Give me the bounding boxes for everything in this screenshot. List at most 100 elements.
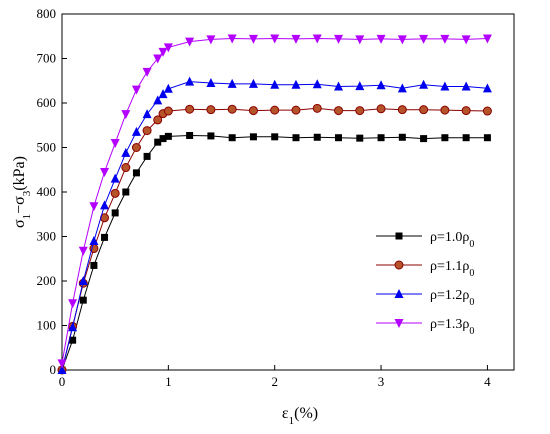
y-tick-label-5: 500 [37,140,57,155]
data-point-3-0 [57,359,67,369]
data-point-0-12 [186,131,194,139]
data-point-2-16 [270,79,280,89]
data-point-0-16 [271,133,279,141]
y-tick-label-6: 600 [37,95,57,110]
data-point-3-21 [376,34,386,44]
data-point-3-22 [397,35,407,45]
data-point-0-19 [335,134,343,142]
data-point-2-11 [163,83,173,93]
data-point-2-22 [397,83,407,93]
axis-ticks: 0 1 2 3 4 0 100 200 300 400 500 600 700 800 [37,6,492,389]
legend-item-1: ρ=1.1ρ0 [376,259,474,279]
data-point-3-11 [163,43,173,53]
y-tick-label-0: 0 [50,362,57,377]
data-point-2-6 [121,147,131,157]
data-point-2-9 [153,95,163,105]
data-point-0-1 [69,336,77,344]
data-point-0-23 [420,135,428,143]
data-point-0-26 [483,134,491,142]
data-point-3-8 [142,67,152,77]
data-point-3-5 [110,139,120,149]
data-point-2-8 [142,109,152,119]
data-point-2-18 [312,79,322,89]
data-point-0-13 [207,132,215,140]
data-point-0-20 [356,134,364,142]
data-point-1-20 [355,106,365,116]
data-point-0-25 [462,134,470,142]
data-point-1-14 [227,104,237,114]
data-point-2-21 [376,80,386,90]
x-tick-label-0: 0 [59,374,66,389]
data-point-2-13 [206,77,216,87]
legend-item-0: ρ=1.0ρ0 [376,230,474,250]
data-point-1-5 [110,188,120,198]
data-point-1-16 [270,105,280,115]
data-point-0-7 [132,169,140,177]
data-point-1-9 [153,115,163,125]
series-3 [57,34,492,369]
data-point-3-24 [440,34,450,44]
data-point-0-3 [90,261,98,269]
data-point-3-15 [248,34,258,44]
legend-marker-3 [394,319,404,328]
data-point-2-20 [355,81,365,91]
y-axis-label: σ1−σ3(kPa) [11,156,33,228]
legend-label-1: ρ=1.1ρ0 [430,259,474,279]
data-point-3-1 [68,299,78,309]
data-point-2-14 [227,78,237,88]
data-point-1-26 [482,106,492,116]
data-point-1-24 [440,105,450,115]
y-tick-label-3: 300 [37,229,57,244]
x-tick-label-4: 4 [484,374,491,389]
legend-label-0: ρ=1.0ρ0 [430,230,474,250]
data-point-0-2 [79,296,87,304]
data-point-0-18 [313,133,321,141]
data-point-1-21 [376,104,386,114]
data-point-3-13 [206,35,216,45]
data-point-1-19 [334,106,344,116]
x-tick-label-3: 3 [378,374,385,389]
data-point-2-26 [482,83,492,93]
data-point-2-25 [461,81,471,91]
data-point-2-5 [110,173,120,183]
y-tick-label-2: 200 [37,273,57,288]
data-point-0-5 [111,209,119,217]
series-2 [57,76,492,374]
legend-marker-1 [394,260,404,270]
data-point-3-9 [153,54,163,64]
data-point-3-18 [312,34,322,44]
legend-marker-0 [395,232,403,240]
x-axis-label: ε1(%) [282,405,318,427]
data-point-1-17 [291,105,301,115]
data-point-1-25 [461,106,471,116]
data-point-3-19 [334,34,344,44]
y-tick-label-1: 100 [37,318,57,333]
data-point-2-10 [158,89,168,99]
data-point-2-12 [185,76,195,86]
data-point-0-14 [228,134,236,142]
data-point-0-15 [249,133,257,141]
data-point-1-15 [248,106,258,116]
data-point-1-23 [419,105,429,115]
data-point-3-4 [100,167,110,177]
data-point-2-4 [100,200,110,210]
y-tick-label-7: 700 [37,51,57,66]
data-point-1-12 [185,104,195,114]
data-point-3-2 [78,246,88,256]
legend-label-2: ρ=1.2ρ0 [430,288,474,308]
data-point-0-17 [292,134,300,142]
data-point-2-15 [248,78,258,88]
data-point-1-8 [142,126,152,136]
data-point-0-8 [143,152,151,160]
data-point-3-10 [158,47,168,57]
data-point-2-17 [291,79,301,89]
data-point-3-6 [121,110,131,120]
legend: ρ=1.0ρ0 ρ=1.1ρ0 ρ=1.2ρ0 ρ=1.3ρ0 [376,230,474,337]
data-point-3-25 [461,35,471,45]
data-point-2-0 [57,365,67,374]
data-point-2-23 [419,79,429,89]
data-point-2-19 [334,81,344,91]
data-point-3-7 [131,85,141,95]
data-point-0-11 [164,132,172,140]
